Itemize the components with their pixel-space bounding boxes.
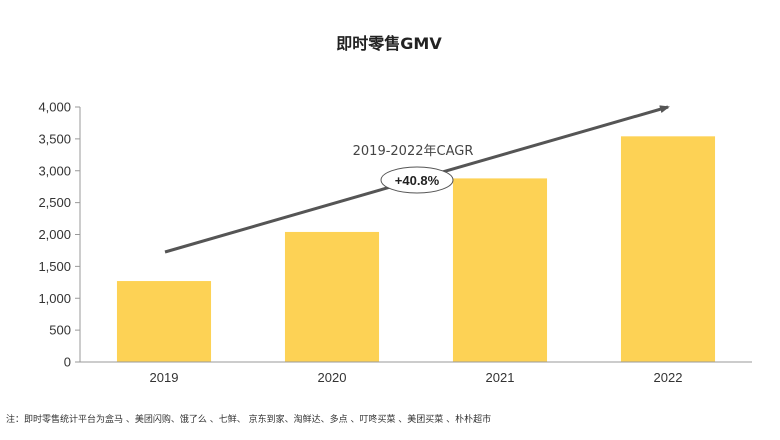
y-axis: 0 500 1,000 1,500 2,000 2,500 3,000 3,500 4,000 <box>38 100 81 370</box>
bar-2020 <box>284 231 380 362</box>
y-tick-label: 500 <box>49 323 71 338</box>
x-tick-label: 2021 <box>486 370 515 385</box>
y-tick-label: 2,500 <box>38 195 71 210</box>
bars <box>116 136 716 362</box>
bar-2019 <box>116 281 212 362</box>
y-tick-label: 3,000 <box>38 163 71 178</box>
chart-title: 即时零售GMV <box>336 34 442 53</box>
y-tick-label: 4,000 <box>38 100 71 115</box>
y-tick-label: 2,000 <box>38 227 71 242</box>
y-tick-label: 1,500 <box>38 259 71 274</box>
x-tick-label: 2019 <box>150 370 179 385</box>
x-axis: 2019 2020 2021 2022 <box>80 361 752 385</box>
x-tick-label: 2020 <box>318 370 347 385</box>
y-tick-label: 0 <box>64 355 71 370</box>
bar-2021 <box>452 178 548 362</box>
y-tick-label: 3,500 <box>38 131 71 146</box>
cagr-ellipse <box>380 166 454 194</box>
y-tick-label: 1,000 <box>38 291 71 306</box>
cagr-label: 2019-2022年CAGR <box>353 144 474 159</box>
x-tick-label: 2022 <box>654 370 683 385</box>
bar-2022 <box>620 136 716 362</box>
footnote: 注：即时零售统计平台为盒马 、美团闪购、饿了么 、七鲜、 京东到家、淘鲜达、多点… <box>6 415 492 425</box>
cagr-value: +40.8% <box>395 173 440 188</box>
